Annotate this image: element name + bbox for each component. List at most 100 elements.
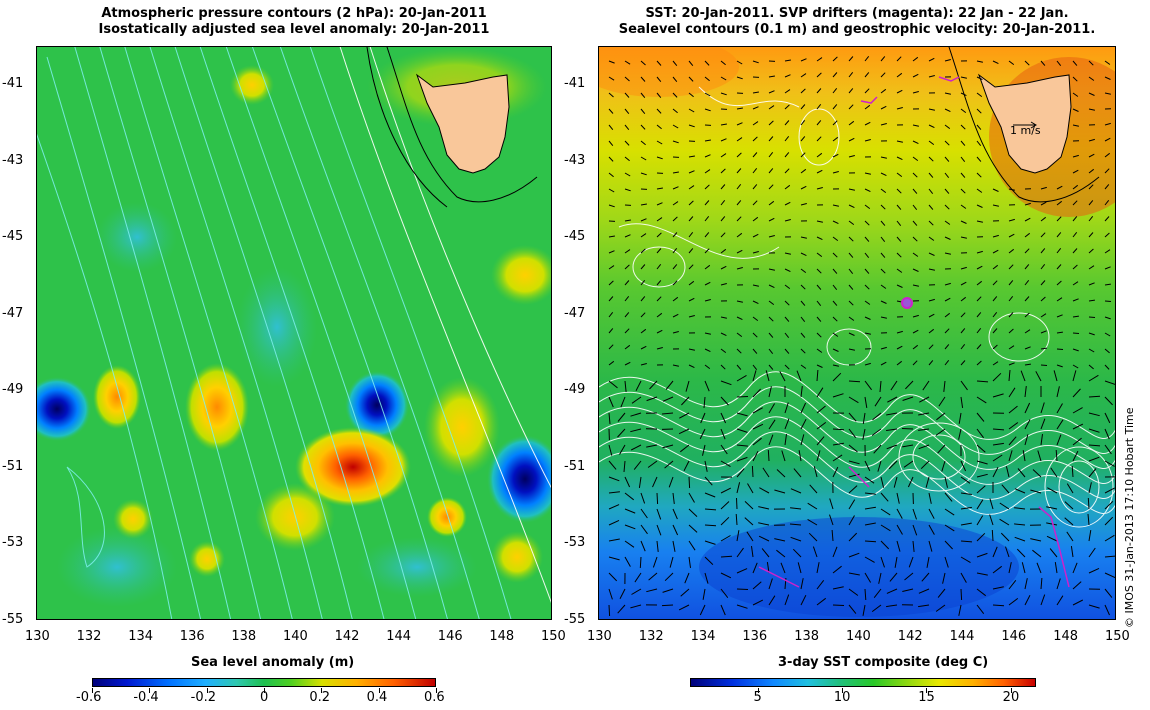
velocity-arrow xyxy=(848,460,860,465)
right-colorbar-tick-label: 10 xyxy=(833,690,851,705)
sla-cool-patch xyxy=(97,202,177,272)
velocity-arrow xyxy=(886,588,898,594)
velocity-arrow xyxy=(992,393,1004,398)
velocity-arrow xyxy=(848,604,857,614)
velocity-arrow xyxy=(1072,599,1084,606)
velocity-arrow xyxy=(1040,201,1047,206)
velocity-arrow xyxy=(752,348,758,354)
velocity-arrow xyxy=(832,428,845,431)
velocity-arrow xyxy=(992,264,999,270)
left-colorbar-tick-label: 0 xyxy=(260,690,269,705)
velocity-arrow xyxy=(752,423,764,430)
left-colorbar-tick xyxy=(206,688,208,693)
velocity-arrow xyxy=(921,572,930,582)
velocity-arrow xyxy=(1066,531,1074,542)
velocity-arrow xyxy=(720,316,728,319)
velocity-arrow xyxy=(1024,419,1031,430)
velocity-arrow xyxy=(736,482,741,494)
velocity-arrow xyxy=(789,523,802,526)
velocity-arrow xyxy=(720,283,727,286)
velocity-arrow xyxy=(1104,396,1113,406)
velocity-arrow xyxy=(832,252,838,258)
velocity-arrow xyxy=(720,60,726,66)
velocity-arrow xyxy=(784,59,791,62)
velocity-arrow xyxy=(944,172,950,179)
velocity-arrow xyxy=(800,578,804,590)
velocity-arrow xyxy=(1072,370,1077,382)
velocity-arrow xyxy=(624,540,635,548)
velocity-arrow xyxy=(736,412,748,417)
velocity-arrow xyxy=(608,538,620,542)
velocity-arrow xyxy=(1104,555,1115,558)
velocity-arrow xyxy=(656,296,662,302)
velocity-arrow xyxy=(1040,216,1047,222)
velocity-arrow xyxy=(896,284,903,288)
sea-level-anomaly-map[interactable] xyxy=(36,46,552,620)
velocity-arrow xyxy=(688,155,695,158)
velocity-arrow xyxy=(1104,152,1111,158)
velocity-arrow xyxy=(816,387,824,398)
velocity-arrow xyxy=(608,60,615,64)
velocity-arrow xyxy=(1088,232,1094,238)
sla-low-anomaly xyxy=(487,435,551,523)
velocity-arrow xyxy=(832,565,842,574)
velocity-arrow xyxy=(1070,546,1074,558)
velocity-arrow xyxy=(704,348,711,353)
velocity-arrow xyxy=(848,120,855,126)
velocity-arrow xyxy=(1104,122,1111,126)
velocity-arrow xyxy=(848,316,855,321)
velocity-arrow xyxy=(608,311,614,318)
velocity-arrow xyxy=(652,476,658,488)
velocity-arrow xyxy=(832,332,839,337)
velocity-arrow xyxy=(928,313,935,318)
velocity-arrow xyxy=(1104,266,1111,270)
velocity-arrow xyxy=(633,460,642,470)
velocity-arrow xyxy=(928,172,934,178)
velocity-arrow xyxy=(960,343,966,350)
velocity-arrow xyxy=(608,204,615,208)
velocity-arrow xyxy=(880,188,887,194)
velocity-arrow xyxy=(928,298,935,302)
velocity-arrow xyxy=(608,519,620,526)
velocity-arrow xyxy=(1056,434,1062,446)
velocity-arrow xyxy=(1104,184,1110,190)
shelf-contour xyxy=(948,47,1100,203)
velocity-arrow xyxy=(1008,562,1012,574)
velocity-arrow xyxy=(992,361,999,366)
velocity-arrow xyxy=(941,460,946,472)
velocity-arrow xyxy=(848,88,854,94)
velocity-arrow xyxy=(960,188,966,194)
velocity-arrow xyxy=(848,284,854,290)
velocity-arrow xyxy=(976,396,987,404)
velocity-arrow xyxy=(800,418,807,430)
velocity-arrow xyxy=(624,492,635,501)
velocity-arrow xyxy=(768,348,774,355)
sst-map[interactable] xyxy=(598,46,1116,620)
velocity-arrow xyxy=(938,396,946,407)
drifter-position-marker[interactable] xyxy=(901,297,913,309)
left-colorbar-tick xyxy=(321,688,323,693)
velocity-arrow xyxy=(1056,60,1062,67)
velocity-arrow xyxy=(736,588,749,590)
velocity-arrow xyxy=(880,361,887,366)
velocity-arrow xyxy=(960,108,967,113)
velocity-arrow xyxy=(624,508,636,514)
velocity-arrow xyxy=(736,76,743,80)
velocity-arrow xyxy=(752,450,759,462)
velocity-arrow xyxy=(608,396,614,408)
velocity-arrow xyxy=(831,529,834,542)
right-lon-tick-label: 146 xyxy=(1001,629,1027,644)
velocity-arrow xyxy=(608,460,617,470)
velocity-arrow xyxy=(790,536,802,542)
velocity-arrow xyxy=(944,59,951,62)
right-lat-tick-label: -41 xyxy=(564,76,586,92)
velocity-arrow xyxy=(944,236,951,240)
velocity-arrow xyxy=(848,412,857,422)
velocity-arrow xyxy=(624,219,631,222)
velocity-arrow xyxy=(624,328,630,334)
velocity-arrow xyxy=(880,252,886,258)
velocity-arrow xyxy=(1014,536,1026,542)
velocity-arrow xyxy=(864,88,870,94)
velocity-arrow xyxy=(862,604,866,616)
velocity-arrow xyxy=(976,92,983,97)
